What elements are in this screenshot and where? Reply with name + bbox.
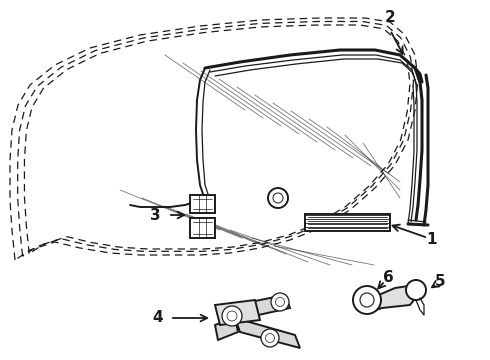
Text: 1: 1: [427, 233, 437, 248]
Circle shape: [222, 306, 242, 326]
Polygon shape: [367, 285, 418, 312]
Circle shape: [406, 280, 426, 300]
Circle shape: [273, 193, 283, 203]
Text: 3: 3: [149, 207, 160, 222]
Circle shape: [261, 329, 279, 347]
Text: 5: 5: [435, 274, 445, 289]
Polygon shape: [215, 318, 238, 340]
Circle shape: [353, 286, 381, 314]
Polygon shape: [190, 218, 215, 238]
Polygon shape: [235, 295, 290, 318]
Polygon shape: [235, 318, 300, 348]
Circle shape: [227, 311, 237, 321]
Text: 4: 4: [153, 310, 163, 325]
Text: 2: 2: [385, 10, 395, 26]
Circle shape: [271, 293, 289, 311]
Circle shape: [268, 188, 288, 208]
Circle shape: [266, 333, 274, 342]
Polygon shape: [305, 214, 390, 231]
Circle shape: [275, 297, 285, 306]
Circle shape: [360, 293, 374, 307]
Text: 6: 6: [383, 270, 393, 285]
Polygon shape: [215, 300, 260, 325]
Polygon shape: [190, 195, 215, 213]
